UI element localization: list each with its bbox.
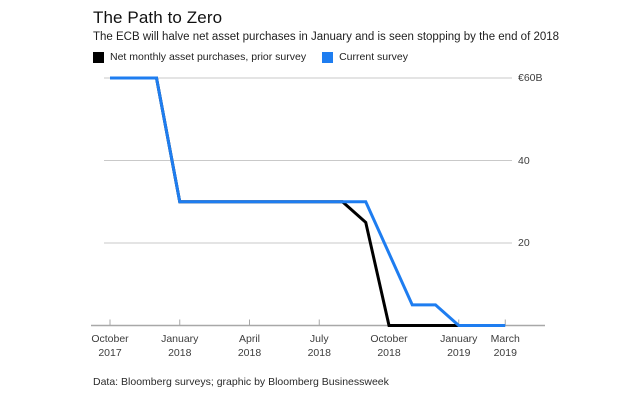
y-axis-label: 20 [518,237,530,249]
y-axis-label: 40 [518,154,530,167]
legend-item-current-survey: Current survey [322,51,408,63]
x-axis-label: April 2018 [237,333,262,359]
legend-swatch-prior-survey [93,51,104,63]
x-axis-label: January 2019 [440,333,478,359]
x-axis-label: October 2018 [370,333,408,359]
legend-label-prior-survey: Net monthly asset purchases, prior surve… [110,51,307,63]
y-axis-label: €60B [518,72,543,84]
legend: Net monthly asset purchases, prior surve… [93,51,408,63]
x-axis-label: March 2019 [490,333,520,359]
legend-label-current-survey: Current survey [339,51,408,63]
chart-subtitle: The ECB will halve net asset purchases i… [93,31,560,43]
series-line-current-survey [110,76,506,327]
x-axis-label: October 2017 [91,333,129,359]
x-axis-label: January 2018 [161,333,199,359]
source-note: Data: Bloomberg surveys; graphic by Bloo… [93,376,389,388]
x-axis-label: July 2018 [307,333,331,359]
legend-item-prior-survey: Net monthly asset purchases, prior surve… [93,51,306,63]
legend-swatch-current-survey [322,51,334,63]
chart-title: The Path to Zero [93,8,223,27]
